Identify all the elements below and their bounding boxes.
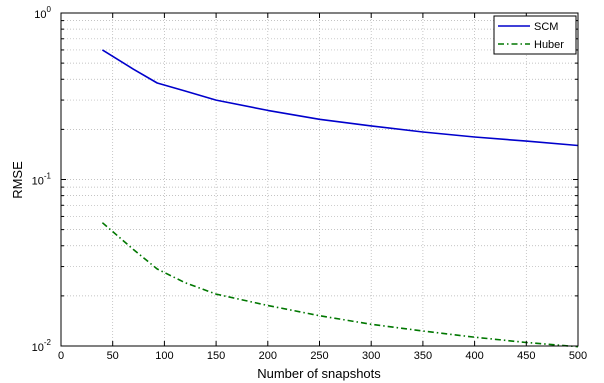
legend-label-scm: SCM — [534, 21, 558, 33]
y-tick-label: 100 — [34, 5, 51, 21]
grid — [61, 13, 578, 346]
x-tick-label: 400 — [465, 350, 483, 362]
x-tick-label: 100 — [155, 350, 173, 362]
series-line-huber — [101, 222, 579, 348]
x-tick-label: 150 — [207, 350, 225, 362]
x-tick-label: 500 — [569, 350, 587, 362]
x-tick-label: 250 — [310, 350, 328, 362]
x-tick-labels: 0 50 100 150 200 250 300 350 400 450 500 — [58, 350, 587, 362]
x-tick-label: 300 — [362, 350, 380, 362]
y-tick-labels: 10-2 10-1 100 — [32, 5, 52, 354]
legend-label-huber: Huber — [534, 39, 564, 51]
y-tick-label: 10-1 — [32, 172, 52, 188]
x-tick-label: 0 — [58, 350, 64, 362]
series-line-scm — [101, 49, 579, 147]
ticks — [60, 13, 579, 347]
y-axis-label: RMSE — [10, 161, 25, 199]
legend: SCM Huber — [493, 15, 577, 55]
series-group — [101, 49, 579, 348]
x-tick-label: 350 — [414, 350, 432, 362]
x-tick-label: 450 — [517, 350, 535, 362]
x-axis-label: Number of snapshots — [257, 366, 381, 381]
x-tick-label: 50 — [107, 350, 119, 362]
x-tick-label: 200 — [259, 350, 277, 362]
y-tick-label: 10-2 — [32, 338, 52, 354]
legend-box — [493, 15, 577, 55]
